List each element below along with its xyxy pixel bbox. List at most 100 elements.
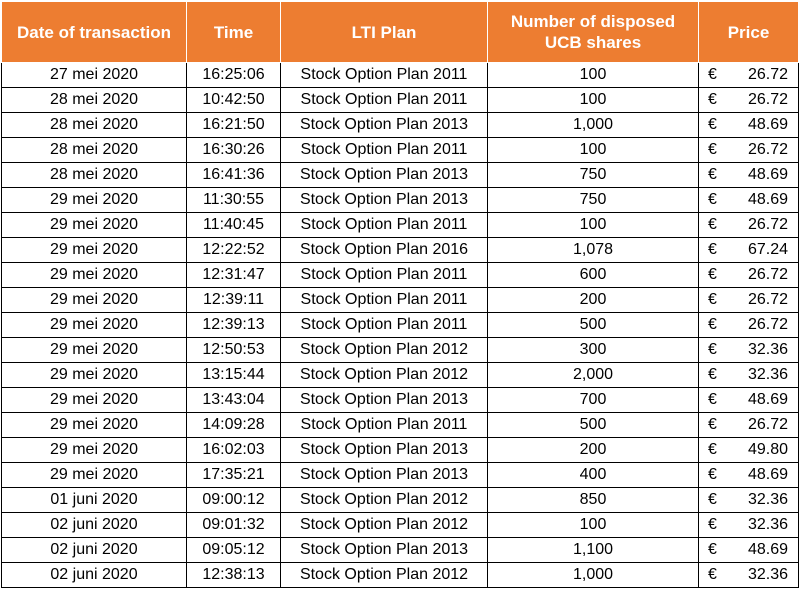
currency-symbol: € xyxy=(708,466,717,483)
cell-shares: 1,000 xyxy=(487,562,699,588)
header-date: Date of transaction xyxy=(1,1,187,63)
table-row: 02 juni 2020 12:38:13 Stock Option Plan 20… xyxy=(1,562,799,588)
cell-plan: Stock Option Plan 2012 xyxy=(280,337,488,363)
cell-date: 29 mei 2020 xyxy=(1,437,187,463)
cell-price: €48.69 xyxy=(698,387,799,413)
price-value: 32.36 xyxy=(747,516,788,533)
cell-date: 29 mei 2020 xyxy=(1,312,187,338)
currency-symbol: € xyxy=(708,541,717,558)
cell-date: 28 mei 2020 xyxy=(1,87,187,113)
currency-symbol: € xyxy=(708,166,717,183)
cell-time: 10:42:50 xyxy=(186,87,281,113)
cell-shares: 100 xyxy=(487,212,699,238)
price-value: 48.69 xyxy=(747,466,788,483)
cell-price: €26.72 xyxy=(698,312,799,338)
cell-time: 16:30:26 xyxy=(186,137,281,163)
cell-price: €26.72 xyxy=(698,137,799,163)
cell-plan: Stock Option Plan 2013 xyxy=(280,112,488,138)
header-shares: Number of disposed UCB shares xyxy=(487,1,699,63)
currency-symbol: € xyxy=(708,391,717,408)
currency-symbol: € xyxy=(708,266,717,283)
cell-plan: Stock Option Plan 2013 xyxy=(280,162,488,188)
price-value: 26.72 xyxy=(747,266,788,283)
table-row: 28 mei 2020 10:42:50 Stock Option Plan 201… xyxy=(1,87,799,113)
cell-shares: 500 xyxy=(487,312,699,338)
cell-price: €32.36 xyxy=(698,562,799,588)
cell-date: 29 mei 2020 xyxy=(1,412,187,438)
price-value: 32.36 xyxy=(747,491,788,508)
cell-shares: 200 xyxy=(487,287,699,313)
price-value: 26.72 xyxy=(747,91,788,108)
currency-symbol: € xyxy=(708,566,717,583)
cell-date: 27 mei 2020 xyxy=(1,62,187,88)
cell-plan: Stock Option Plan 2013 xyxy=(280,387,488,413)
table-row: 28 mei 2020 16:30:26 Stock Option Plan 201… xyxy=(1,137,799,163)
cell-time: 14:09:28 xyxy=(186,412,281,438)
currency-symbol: € xyxy=(708,91,717,108)
cell-price: €26.72 xyxy=(698,262,799,288)
cell-time: 16:21:50 xyxy=(186,112,281,138)
currency-symbol: € xyxy=(708,341,717,358)
cell-shares: 100 xyxy=(487,512,699,538)
cell-shares: 100 xyxy=(487,87,699,113)
table-row: 29 mei 2020 13:15:44 Stock Option Plan 201… xyxy=(1,362,799,388)
cell-price: €26.72 xyxy=(698,62,799,88)
table-row: 29 mei 2020 16:02:03 Stock Option Plan 201… xyxy=(1,437,799,463)
price-value: 48.69 xyxy=(747,166,788,183)
cell-time: 13:43:04 xyxy=(186,387,281,413)
price-value: 49.80 xyxy=(747,441,788,458)
cell-time: 09:05:12 xyxy=(186,537,281,563)
cell-price: €26.72 xyxy=(698,412,799,438)
cell-plan: Stock Option Plan 2012 xyxy=(280,487,488,513)
cell-date: 02 juni 2020 xyxy=(1,537,187,563)
currency-symbol: € xyxy=(708,416,717,433)
cell-date: 28 mei 2020 xyxy=(1,112,187,138)
cell-shares: 750 xyxy=(487,162,699,188)
cell-plan: Stock Option Plan 2013 xyxy=(280,437,488,463)
cell-shares: 700 xyxy=(487,387,699,413)
cell-time: 11:30:55 xyxy=(186,187,281,213)
price-value: 32.36 xyxy=(747,341,788,358)
cell-plan: Stock Option Plan 2013 xyxy=(280,187,488,213)
table-row: 29 mei 2020 11:30:55 Stock Option Plan 201… xyxy=(1,187,799,213)
currency-symbol: € xyxy=(708,191,717,208)
header-shares-line1: Number of disposed xyxy=(510,12,676,31)
currency-symbol: € xyxy=(708,241,717,258)
table-row: 29 mei 2020 11:40:45 Stock Option Plan 201… xyxy=(1,212,799,238)
table-row: 28 mei 2020 16:41:36 Stock Option Plan 201… xyxy=(1,162,799,188)
currency-symbol: € xyxy=(708,491,717,508)
table-row: 02 juni 2020 09:01:32 Stock Option Plan 20… xyxy=(1,512,799,538)
price-value: 26.72 xyxy=(747,216,788,233)
cell-plan: Stock Option Plan 2011 xyxy=(280,412,488,438)
price-value: 48.69 xyxy=(747,116,788,133)
cell-time: 12:39:13 xyxy=(186,312,281,338)
cell-date: 28 mei 2020 xyxy=(1,137,187,163)
cell-price: €48.69 xyxy=(698,162,799,188)
cell-shares: 750 xyxy=(487,187,699,213)
price-value: 26.72 xyxy=(747,291,788,308)
price-value: 67.24 xyxy=(747,241,788,258)
cell-date: 28 mei 2020 xyxy=(1,162,187,188)
price-value: 26.72 xyxy=(747,416,788,433)
header-price: Price xyxy=(698,1,799,63)
cell-shares: 600 xyxy=(487,262,699,288)
cell-time: 12:39:11 xyxy=(186,287,281,313)
cell-price: €32.36 xyxy=(698,337,799,363)
cell-plan: Stock Option Plan 2011 xyxy=(280,62,488,88)
cell-time: 09:00:12 xyxy=(186,487,281,513)
currency-symbol: € xyxy=(708,141,717,158)
cell-shares: 1,078 xyxy=(487,237,699,263)
cell-date: 29 mei 2020 xyxy=(1,187,187,213)
table-row: 29 mei 2020 12:31:47 Stock Option Plan 201… xyxy=(1,262,799,288)
table-row: 29 mei 2020 12:22:52 Stock Option Plan 201… xyxy=(1,237,799,263)
cell-time: 16:41:36 xyxy=(186,162,281,188)
price-value: 32.36 xyxy=(747,366,788,383)
cell-price: €32.36 xyxy=(698,487,799,513)
cell-shares: 100 xyxy=(487,137,699,163)
cell-price: €32.36 xyxy=(698,512,799,538)
cell-time: 12:22:52 xyxy=(186,237,281,263)
header-plan: LTI Plan xyxy=(280,1,488,63)
price-value: 26.72 xyxy=(747,141,788,158)
cell-time: 11:40:45 xyxy=(186,212,281,238)
